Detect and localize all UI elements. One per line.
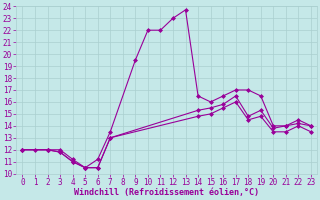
- X-axis label: Windchill (Refroidissement éolien,°C): Windchill (Refroidissement éolien,°C): [74, 188, 259, 197]
